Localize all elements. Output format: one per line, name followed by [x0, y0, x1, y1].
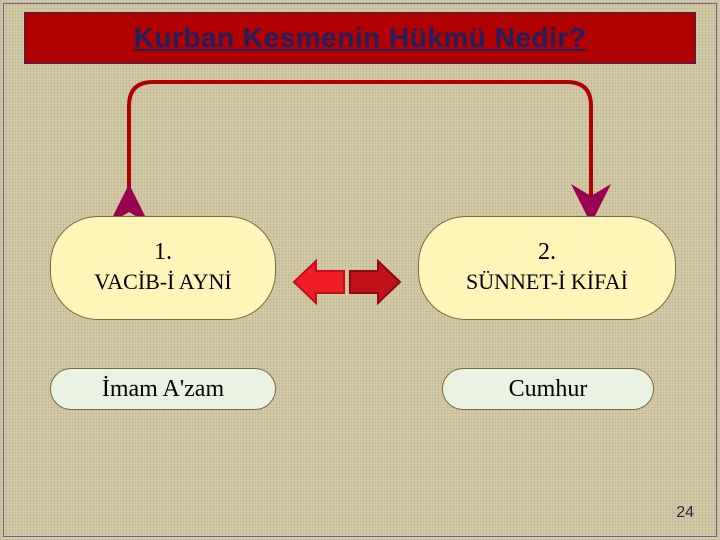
option-1-desc: VACİB-İ AYNİ: [94, 267, 232, 298]
source-2-pill: Cumhur: [442, 368, 654, 410]
option-1-number: 1.: [154, 238, 172, 267]
option-2-pill: 2. SÜNNET-İ KİFAİ: [418, 216, 676, 320]
source-1-pill: İmam A'zam: [50, 368, 276, 410]
page-number: 24: [676, 504, 694, 522]
option-1-pill: 1. VACİB-İ AYNİ: [50, 216, 276, 320]
slide-title: Kurban Kesmenin Hükmü Nedir?: [134, 22, 587, 54]
source-1-label: İmam A'zam: [102, 376, 224, 403]
option-2-number: 2.: [538, 238, 556, 267]
source-2-label: Cumhur: [509, 376, 588, 403]
option-2-desc: SÜNNET-İ KİFAİ: [466, 267, 628, 298]
title-box: Kurban Kesmenin Hükmü Nedir?: [24, 12, 696, 64]
